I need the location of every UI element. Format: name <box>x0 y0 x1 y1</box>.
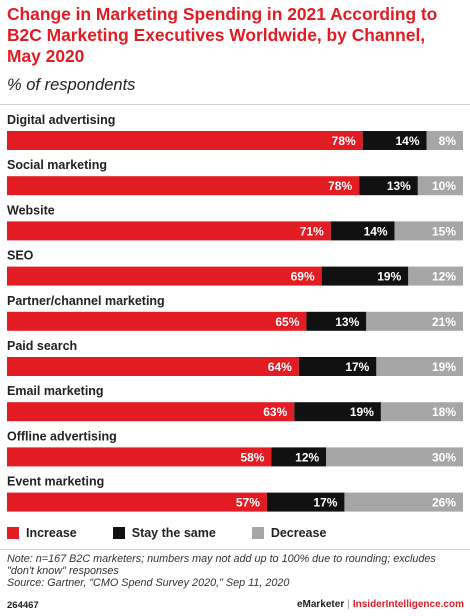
value-label-digital-advertising-decrease: 8% <box>439 134 457 148</box>
legend-swatch-stay-the-same <box>112 527 125 539</box>
value-label-digital-advertising-increase: 78% <box>332 134 356 148</box>
note-line-2: "don't know" responses <box>7 565 119 577</box>
bar-seo-stay-the-same <box>321 266 409 286</box>
source-line: Source: Gartner, "CMO Spend Survey 2020,… <box>7 577 290 589</box>
brand-emarketer: eMarketer <box>296 599 345 610</box>
value-label-social-marketing-increase: 78% <box>328 179 352 193</box>
bar-digital-advertising-increase <box>7 131 363 150</box>
bar-event-marketing-stay-the-same <box>266 492 345 512</box>
chart-title: Change in Marketing Spending in 2021 Acc… <box>7 4 438 66</box>
value-label-offline-advertising-stay-the-same: 12% <box>295 450 319 464</box>
bar-offline-advertising-decrease <box>326 447 463 467</box>
bar-paid-search-stay-the-same <box>298 357 377 376</box>
legend-swatch-increase <box>7 527 19 539</box>
value-label-offline-advertising-decrease: 30% <box>432 450 456 464</box>
value-label-seo-increase: 69% <box>291 270 315 284</box>
category-label-seo: SEO <box>7 249 34 263</box>
value-label-social-marketing-stay-the-same: 13% <box>387 179 411 193</box>
value-label-paid-search-increase: 64% <box>268 360 292 374</box>
bar-email-marketing-decrease <box>380 402 463 422</box>
bar-partner-channel-marketing-stay-the-same <box>306 311 367 331</box>
category-label-event-marketing: Event marketing <box>7 475 104 489</box>
top-divider <box>0 104 470 105</box>
value-label-offline-advertising-increase: 58% <box>240 450 264 464</box>
bar-partner-channel-marketing-decrease <box>366 311 463 331</box>
category-label-paid-search: Paid search <box>7 339 77 353</box>
footer-brand: eMarketer | InsiderIntelligence.com <box>297 599 464 610</box>
value-label-partner-channel-marketing-decrease: 21% <box>432 315 456 329</box>
bar-digital-advertising-decrease <box>426 131 463 150</box>
value-label-event-marketing-increase: 57% <box>236 496 260 510</box>
value-label-partner-channel-marketing-stay-the-same: 13% <box>335 315 359 329</box>
category-label-email-marketing: Email marketing <box>7 384 104 398</box>
value-label-website-increase: 71% <box>300 224 324 238</box>
note-line-1: Note: n=167 B2C marketers; numbers may n… <box>7 553 436 565</box>
chart-subtitle: % of respondents <box>7 76 136 94</box>
bar-partner-channel-marketing-increase <box>7 311 307 331</box>
legend-swatch-decrease <box>251 527 264 539</box>
bar-seo-increase <box>7 266 322 286</box>
bar-digital-advertising-stay-the-same <box>362 131 427 150</box>
value-label-email-marketing-stay-the-same: 19% <box>350 405 374 419</box>
category-label-social-marketing: Social marketing <box>7 158 107 172</box>
legend-label-decrease: Decrease <box>270 526 327 540</box>
category-label-digital-advertising: Digital advertising <box>7 113 115 127</box>
category-label-partner-channel-marketing: Partner/channel marketing <box>7 294 165 308</box>
bar-event-marketing-increase <box>7 492 267 512</box>
value-label-email-marketing-increase: 63% <box>263 405 287 419</box>
bar-seo-decrease <box>408 266 463 286</box>
brand-separator: | <box>347 599 350 610</box>
bar-email-marketing-increase <box>7 402 295 422</box>
bar-offline-advertising-stay-the-same <box>271 447 327 467</box>
value-label-seo-stay-the-same: 19% <box>377 270 401 284</box>
legend-item-increase: Increase <box>7 526 77 540</box>
category-label-offline-advertising: Offline advertising <box>7 429 117 443</box>
bar-event-marketing-decrease <box>344 492 463 512</box>
bar-offline-advertising-increase <box>7 447 272 467</box>
value-label-event-marketing-decrease: 26% <box>432 496 456 510</box>
bar-website-decrease <box>394 221 463 241</box>
stacked-bar-chart: Digital advertising 78% 14% 8% Social market… <box>7 113 463 512</box>
bottom-divider <box>0 549 470 550</box>
brand-insider-intelligence: InsiderIntelligence.com <box>352 599 464 610</box>
bar-website-stay-the-same <box>330 221 395 241</box>
legend-item-stay-the-same: Stay the same <box>112 526 216 540</box>
bar-social-marketing-stay-the-same <box>359 176 418 196</box>
value-label-paid-search-decrease: 19% <box>432 360 456 374</box>
value-label-website-decrease: 15% <box>432 224 456 238</box>
value-label-email-marketing-decrease: 18% <box>432 405 456 419</box>
bar-email-marketing-stay-the-same <box>294 402 381 422</box>
legend-label-stay-the-same: Stay the same <box>131 526 216 540</box>
bar-paid-search-increase <box>7 357 299 376</box>
bar-paid-search-decrease <box>376 357 463 376</box>
value-label-social-marketing-decrease: 10% <box>432 179 456 193</box>
category-label-website: Website <box>7 203 55 217</box>
footnote: Note: n=167 B2C marketers; numbers may n… <box>7 553 465 589</box>
legend: Increase Stay the same Decrease <box>7 524 362 542</box>
legend-item-decrease: Decrease <box>251 526 327 540</box>
chart-id: 264467 <box>7 600 39 611</box>
legend-label-increase: Increase <box>26 526 77 540</box>
value-label-partner-channel-marketing-increase: 65% <box>275 315 299 329</box>
value-label-website-stay-the-same: 14% <box>364 224 388 238</box>
bar-social-marketing-increase <box>7 176 360 196</box>
bar-website-increase <box>7 221 331 241</box>
value-label-digital-advertising-stay-the-same: 14% <box>395 134 419 148</box>
bar-social-marketing-decrease <box>417 176 463 196</box>
value-label-event-marketing-stay-the-same: 17% <box>313 496 337 510</box>
value-label-seo-decrease: 12% <box>432 270 456 284</box>
value-label-paid-search-stay-the-same: 17% <box>345 360 369 374</box>
